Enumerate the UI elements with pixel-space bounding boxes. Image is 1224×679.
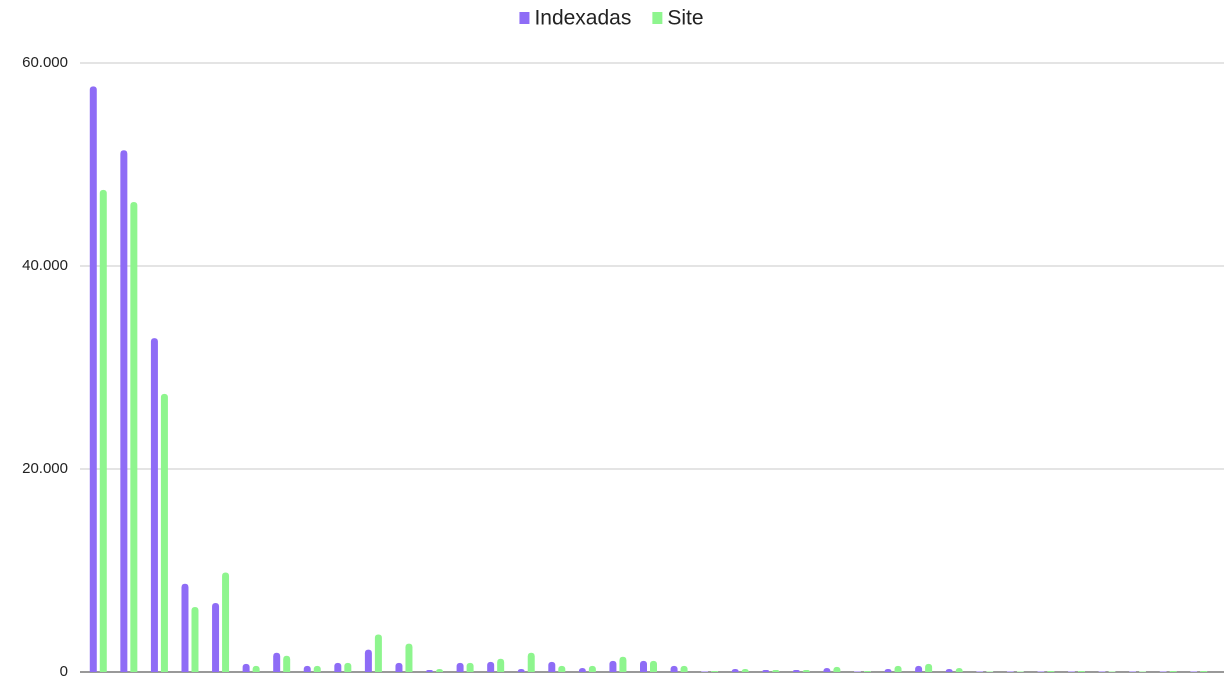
bar — [252, 665, 260, 672]
bar — [650, 660, 657, 672]
bar — [1190, 671, 1198, 672]
bar — [823, 667, 831, 672]
y-tick-label: 40.000 — [22, 257, 68, 274]
bar — [191, 607, 199, 672]
bar — [222, 572, 230, 672]
bar — [1200, 670, 1208, 672]
bar — [130, 202, 138, 672]
bar — [1006, 671, 1014, 672]
bar — [915, 665, 923, 672]
bar — [181, 583, 189, 672]
bar — [802, 669, 810, 672]
bar — [792, 669, 800, 672]
bar — [945, 668, 953, 672]
bar — [150, 338, 158, 672]
y-tick-label: 20.000 — [22, 460, 68, 477]
bar — [925, 663, 933, 672]
bar — [456, 662, 464, 672]
bar — [303, 665, 311, 672]
bar — [548, 661, 556, 672]
bar — [120, 150, 128, 673]
bar — [160, 393, 168, 672]
y-tick-label: 0 — [60, 663, 68, 679]
bar — [364, 649, 372, 672]
bar — [1108, 671, 1116, 672]
bar — [313, 665, 321, 672]
bar — [374, 634, 382, 672]
bar — [99, 189, 107, 672]
bar — [212, 602, 220, 672]
bar — [711, 670, 719, 672]
bar — [497, 658, 505, 672]
bar — [884, 668, 892, 672]
bar — [853, 671, 861, 672]
bar — [986, 671, 994, 672]
bar — [680, 665, 688, 672]
bar — [487, 661, 495, 672]
bar — [670, 665, 678, 672]
bar — [833, 666, 841, 672]
bar — [741, 668, 749, 672]
bar — [283, 655, 291, 672]
legend-swatch — [519, 12, 530, 24]
bar — [894, 665, 902, 672]
bar — [701, 671, 709, 672]
legend-label: Indexadas — [534, 7, 631, 30]
y-tick-label: 60.000 — [22, 54, 68, 71]
bar — [955, 667, 963, 672]
bar — [1129, 671, 1137, 672]
bar — [405, 643, 413, 672]
bar — [436, 668, 444, 672]
bar — [334, 662, 342, 672]
bar — [762, 669, 770, 672]
bar — [273, 652, 281, 672]
bar — [395, 662, 403, 672]
bar — [426, 669, 434, 672]
legend-swatch — [652, 12, 663, 24]
bar — [640, 660, 647, 672]
bar — [619, 656, 627, 672]
bar — [578, 667, 586, 672]
bar — [242, 663, 250, 672]
bar — [731, 668, 739, 672]
bar — [1067, 671, 1075, 672]
bar — [863, 670, 871, 672]
bar — [1077, 670, 1085, 672]
bar — [89, 86, 97, 673]
bar — [976, 671, 984, 672]
bar — [344, 662, 352, 672]
bar — [1047, 670, 1055, 672]
bar — [517, 668, 525, 672]
bar — [527, 652, 535, 672]
bar — [1159, 671, 1167, 672]
bar — [466, 662, 474, 672]
legend-label: Site — [667, 7, 703, 30]
bar — [558, 665, 566, 672]
bar — [1139, 671, 1147, 672]
bar — [1016, 671, 1024, 672]
bar — [772, 669, 780, 672]
bar — [609, 660, 617, 672]
bar — [1098, 671, 1106, 672]
bar — [1037, 671, 1045, 672]
bar — [588, 665, 596, 672]
bar — [1169, 670, 1177, 672]
